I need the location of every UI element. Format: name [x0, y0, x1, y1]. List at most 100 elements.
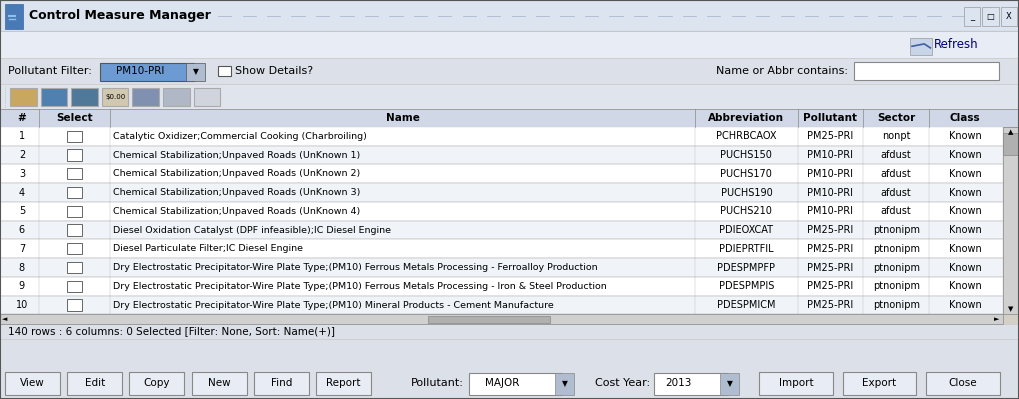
Bar [0, 183, 1003, 202]
Text: Chemical Stabilization;Unpaved Roads (UnKnown 4): Chemical Stabilization;Unpaved Roads (Un… [113, 207, 361, 216]
Bar [100, 63, 194, 81]
Text: Chemical Stabilization;Unpaved Roads (UnKnown 2): Chemical Stabilization;Unpaved Roads (Un… [113, 169, 361, 178]
Bar [67, 280, 82, 292]
Text: Known: Known [949, 188, 981, 198]
Bar [0, 239, 1003, 258]
Bar [843, 372, 916, 395]
Text: □: □ [986, 12, 995, 21]
Text: PM25-PRI: PM25-PRI [807, 300, 854, 310]
Text: Show Details?: Show Details? [235, 66, 314, 76]
Text: Catalytic Oxidizer;Commercial Cooking (Charbroiling): Catalytic Oxidizer;Commercial Cooking (C… [113, 132, 367, 141]
Bar [0, 127, 1003, 146]
Bar [186, 63, 205, 81]
Text: PUCHS150: PUCHS150 [720, 150, 772, 160]
Text: 2: 2 [18, 150, 25, 160]
Text: Known: Known [949, 131, 981, 141]
Text: $0.00: $0.00 [105, 94, 125, 100]
Text: 6: 6 [18, 225, 25, 235]
Bar [41, 88, 67, 106]
Text: Known: Known [949, 300, 981, 310]
Bar [1003, 132, 1019, 155]
Bar [67, 262, 82, 273]
Text: afdust: afdust [880, 150, 912, 160]
Text: ▼: ▼ [1008, 306, 1014, 312]
Text: Diesel Oxidation Catalyst (DPF infeasible);IC Diesel Engine: Diesel Oxidation Catalyst (DPF infeasibl… [113, 225, 391, 235]
Text: 140 rows : 6 columns: 0 Selected [Filter: None, Sort: Name(+)]: 140 rows : 6 columns: 0 Selected [Filter… [8, 326, 335, 337]
Text: Import: Import [779, 378, 813, 389]
Text: 7: 7 [18, 244, 25, 254]
Text: PM10-PRI: PM10-PRI [807, 188, 854, 198]
Text: MAJOR: MAJOR [485, 378, 520, 389]
Text: Copy: Copy [144, 378, 170, 389]
Bar [1003, 127, 1019, 314]
Text: Pollutant: Pollutant [804, 113, 857, 123]
Text: PM10-PRI: PM10-PRI [807, 206, 854, 216]
Bar [0, 31, 1019, 58]
Bar [102, 88, 128, 106]
Bar [5, 372, 60, 395]
Text: PDESPMPFP: PDESPMPFP [717, 263, 775, 273]
Text: New: New [208, 378, 230, 389]
Text: Dry Electrostatic Precipitator-Wire Plate Type;(PM10) Ferrous Metals Processing : Dry Electrostatic Precipitator-Wire Plat… [113, 282, 607, 291]
Text: ▲: ▲ [1008, 129, 1014, 135]
Text: PUCHS170: PUCHS170 [720, 169, 772, 179]
Text: Dry Electrostatic Precipitator-Wire Plate Type;(PM10) Mineral Products - Cement : Dry Electrostatic Precipitator-Wire Plat… [113, 300, 554, 310]
Bar [428, 316, 550, 323]
Text: 5: 5 [18, 206, 25, 216]
Bar [910, 38, 932, 55]
Text: ◄: ◄ [2, 316, 8, 322]
Bar [163, 88, 190, 106]
Bar [0, 277, 1003, 296]
Bar [10, 88, 37, 106]
Bar [0, 84, 1019, 109]
Bar [982, 7, 999, 26]
Text: 3: 3 [18, 169, 25, 179]
Text: Known: Known [949, 281, 981, 291]
Bar [0, 146, 1003, 164]
Text: Name or Abbr contains:: Name or Abbr contains: [715, 66, 848, 76]
Text: Known: Known [949, 263, 981, 273]
Text: ptnonipm: ptnonipm [872, 300, 920, 310]
Text: afdust: afdust [880, 206, 912, 216]
Text: Known: Known [949, 150, 981, 160]
Text: Find: Find [271, 378, 291, 389]
Bar [654, 373, 728, 395]
Bar [0, 0, 1019, 31]
Bar [759, 372, 833, 395]
Text: 2013: 2013 [665, 378, 692, 389]
Bar [0, 109, 1019, 127]
Bar [5, 4, 23, 29]
Text: Abbreviation: Abbreviation [708, 113, 785, 123]
Text: Chemical Stabilization;Unpaved Roads (UnKnown 1): Chemical Stabilization;Unpaved Roads (Un… [113, 150, 361, 160]
Bar [0, 221, 1003, 239]
Text: 1: 1 [18, 131, 25, 141]
Text: PM10-PRI: PM10-PRI [807, 169, 854, 179]
Bar [316, 372, 371, 395]
Text: Report: Report [326, 378, 361, 389]
Text: PM10-PRI: PM10-PRI [116, 66, 164, 77]
Text: Cost Year:: Cost Year: [595, 378, 650, 389]
Bar [0, 314, 1003, 324]
Bar [854, 62, 999, 80]
Text: ptnonipm: ptnonipm [872, 263, 920, 273]
Text: PDIEOXCAT: PDIEOXCAT [719, 225, 773, 235]
Bar [218, 66, 231, 76]
Bar [67, 150, 82, 161]
Bar [67, 206, 82, 217]
Bar [194, 88, 220, 106]
Text: PM25-PRI: PM25-PRI [807, 281, 854, 291]
Bar [0, 339, 1019, 399]
Text: PDIEPRTFIL: PDIEPRTFIL [719, 244, 773, 254]
Text: Chemical Stabilization;Unpaved Roads (UnKnown 3): Chemical Stabilization;Unpaved Roads (Un… [113, 188, 361, 197]
Text: Known: Known [949, 206, 981, 216]
Text: ptnonipm: ptnonipm [872, 225, 920, 235]
Text: 4: 4 [18, 188, 25, 198]
Bar [192, 372, 247, 395]
Bar [254, 372, 309, 395]
Text: PDESPMPIS: PDESPMPIS [718, 281, 774, 291]
Text: nonpt: nonpt [882, 131, 910, 141]
Bar [67, 187, 82, 198]
Text: Diesel Particulate Filter;IC Diesel Engine: Diesel Particulate Filter;IC Diesel Engi… [113, 244, 303, 253]
Text: ▼: ▼ [561, 379, 568, 388]
Bar [0, 202, 1003, 221]
